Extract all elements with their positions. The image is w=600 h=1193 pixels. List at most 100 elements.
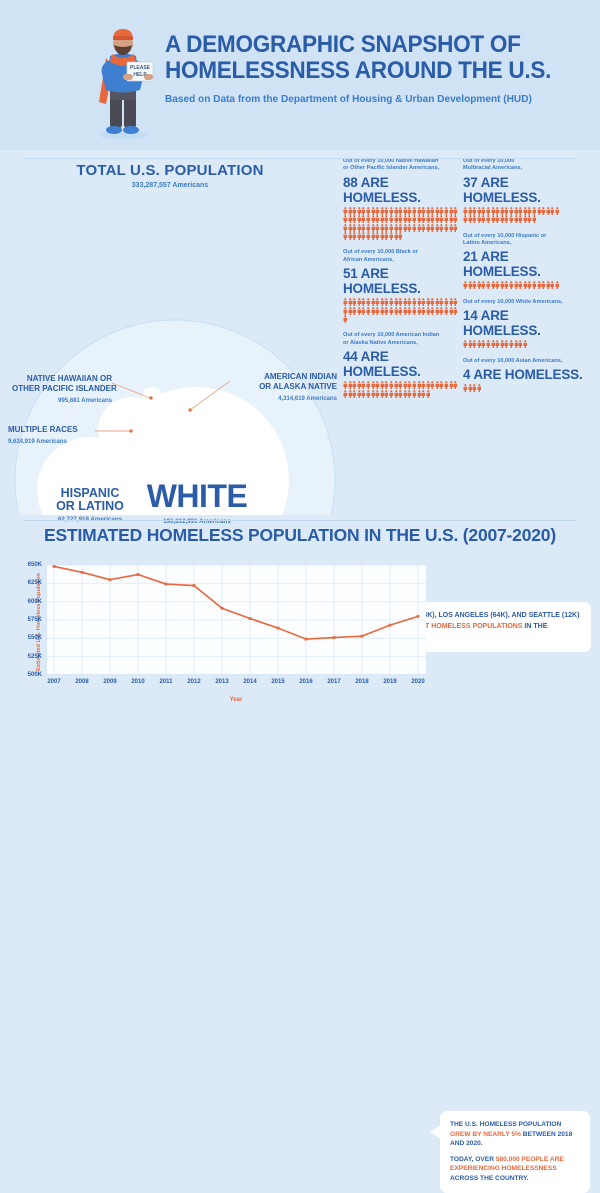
label-multiple-races: MULTIPLE RACES 9,624,919 Americans xyxy=(8,425,98,447)
person-icon xyxy=(398,306,403,315)
stats-column-right: Out of every 10,000 Multiracial Americans… xyxy=(463,158,583,401)
stat-caption-line1: Out of every 10,000 xyxy=(463,158,515,164)
person-icon xyxy=(491,215,495,224)
person-icon xyxy=(518,281,523,290)
person-icon xyxy=(481,206,486,215)
person-icon xyxy=(491,281,495,290)
person-icon xyxy=(357,298,361,307)
chart-y-tick: 550K xyxy=(27,635,42,642)
person-icon xyxy=(352,223,357,232)
person-icon xyxy=(527,281,532,290)
chart-y-tick: 625K xyxy=(27,580,42,587)
person-icon xyxy=(523,206,527,215)
person-icon xyxy=(375,389,380,398)
person-icon xyxy=(375,298,380,307)
svg-text:HELP: HELP xyxy=(133,72,147,78)
person-icon xyxy=(412,223,416,232)
person-icon xyxy=(380,223,384,232)
person-icon xyxy=(361,223,366,232)
person-icon xyxy=(407,298,412,307)
person-icon xyxy=(439,206,444,215)
person-icon xyxy=(449,381,453,390)
stat-headline: 14 ARE HOMELESS. xyxy=(463,308,541,339)
person-icon xyxy=(366,215,371,224)
note-p2-suffix: ACROSS THE COUNTRY. xyxy=(450,1174,529,1182)
person-icon xyxy=(371,306,375,315)
person-icon xyxy=(407,206,412,215)
person-icon xyxy=(523,281,527,290)
chart-y-tick: 500K xyxy=(27,672,42,678)
person-icon xyxy=(348,223,352,232)
page-title-line1: A DEMOGRAPHIC SNAPSHOT OF xyxy=(165,31,521,58)
bubble-hispanic-value: 62,727,918 Americans xyxy=(57,515,123,523)
person-icon xyxy=(426,306,430,315)
person-icon xyxy=(444,223,449,232)
person-icon xyxy=(389,306,393,315)
person-icon xyxy=(468,215,472,224)
person-icon xyxy=(500,340,504,349)
person-icon xyxy=(435,381,439,390)
label-american-indian: AMERICAN INDIAN OR ALASKA NATIVE 4,314,6… xyxy=(232,372,337,404)
label-aian-line2: OR ALASKA NATIVE xyxy=(259,382,337,391)
person-icon xyxy=(416,389,421,398)
person-icon xyxy=(439,306,444,315)
stat-headline: 51 ARE HOMELESS. xyxy=(343,266,421,297)
person-icon xyxy=(500,281,504,290)
person-icon xyxy=(398,206,403,215)
stat-caption-line1: Out of every 10,000 Asian Americans, xyxy=(463,357,563,364)
chart-x-tick: 2010 xyxy=(131,679,145,685)
leader-line-aian xyxy=(189,380,231,411)
population-bubble-chart: TOTAL U.S. POPULATION 333,287,557 Americ… xyxy=(0,150,340,631)
person-icon xyxy=(366,232,371,240)
person-icon xyxy=(343,381,348,390)
stat-headline: 37 ARE HOMELESS. xyxy=(463,174,541,205)
person-icon xyxy=(371,298,375,307)
person-icon xyxy=(426,381,430,390)
person-icon xyxy=(343,232,348,240)
chart-y-tick: 525K xyxy=(27,653,42,660)
person-icon xyxy=(527,206,532,215)
person-icon xyxy=(352,306,357,315)
person-icon xyxy=(486,215,491,224)
person-icon xyxy=(348,306,352,315)
person-icon xyxy=(398,215,403,224)
person-icon xyxy=(518,340,523,349)
person-icon xyxy=(439,215,444,224)
person-icon xyxy=(343,215,348,224)
stat-pictogram xyxy=(463,206,563,224)
person-icon xyxy=(444,306,449,315)
chart-y-tick: 600K xyxy=(27,598,42,605)
person-icon xyxy=(527,215,532,224)
note-p2-prefix: TODAY, OVER xyxy=(450,1155,496,1163)
person-icon xyxy=(439,223,444,232)
person-icon xyxy=(536,206,541,215)
person-icon xyxy=(361,206,366,215)
person-icon xyxy=(380,206,384,215)
person-icon xyxy=(509,281,513,290)
stat-item: Out of every 10,000 Native Hawaiian or Ot… xyxy=(343,158,463,240)
person-icon xyxy=(453,298,458,307)
person-icon xyxy=(541,206,546,215)
person-icon xyxy=(361,232,366,240)
population-section-title: TOTAL U.S. POPULATION xyxy=(76,162,264,179)
person-icon xyxy=(504,206,509,215)
person-icon xyxy=(449,223,453,232)
chart-x-tick: 2019 xyxy=(383,679,397,685)
person-icon xyxy=(412,215,416,224)
person-icon xyxy=(394,298,398,307)
person-icon xyxy=(532,206,536,215)
chart-x-tick: 2013 xyxy=(215,679,229,685)
person-icon xyxy=(384,223,389,232)
person-icon xyxy=(435,206,439,215)
person-icon xyxy=(394,306,398,315)
person-icon xyxy=(366,298,371,307)
person-icon xyxy=(403,306,407,315)
person-icon xyxy=(477,281,481,290)
label-nhopi-line1: NATIVE HAWAIIAN OR xyxy=(26,374,112,383)
person-icon xyxy=(426,389,430,398)
person-icon xyxy=(357,381,361,390)
stat-pictogram xyxy=(463,384,563,392)
person-icon xyxy=(523,340,527,349)
note-paragraph-2: TODAY, OVER 580,000 PEOPLE ARE EXPERIENC… xyxy=(450,1155,580,1184)
